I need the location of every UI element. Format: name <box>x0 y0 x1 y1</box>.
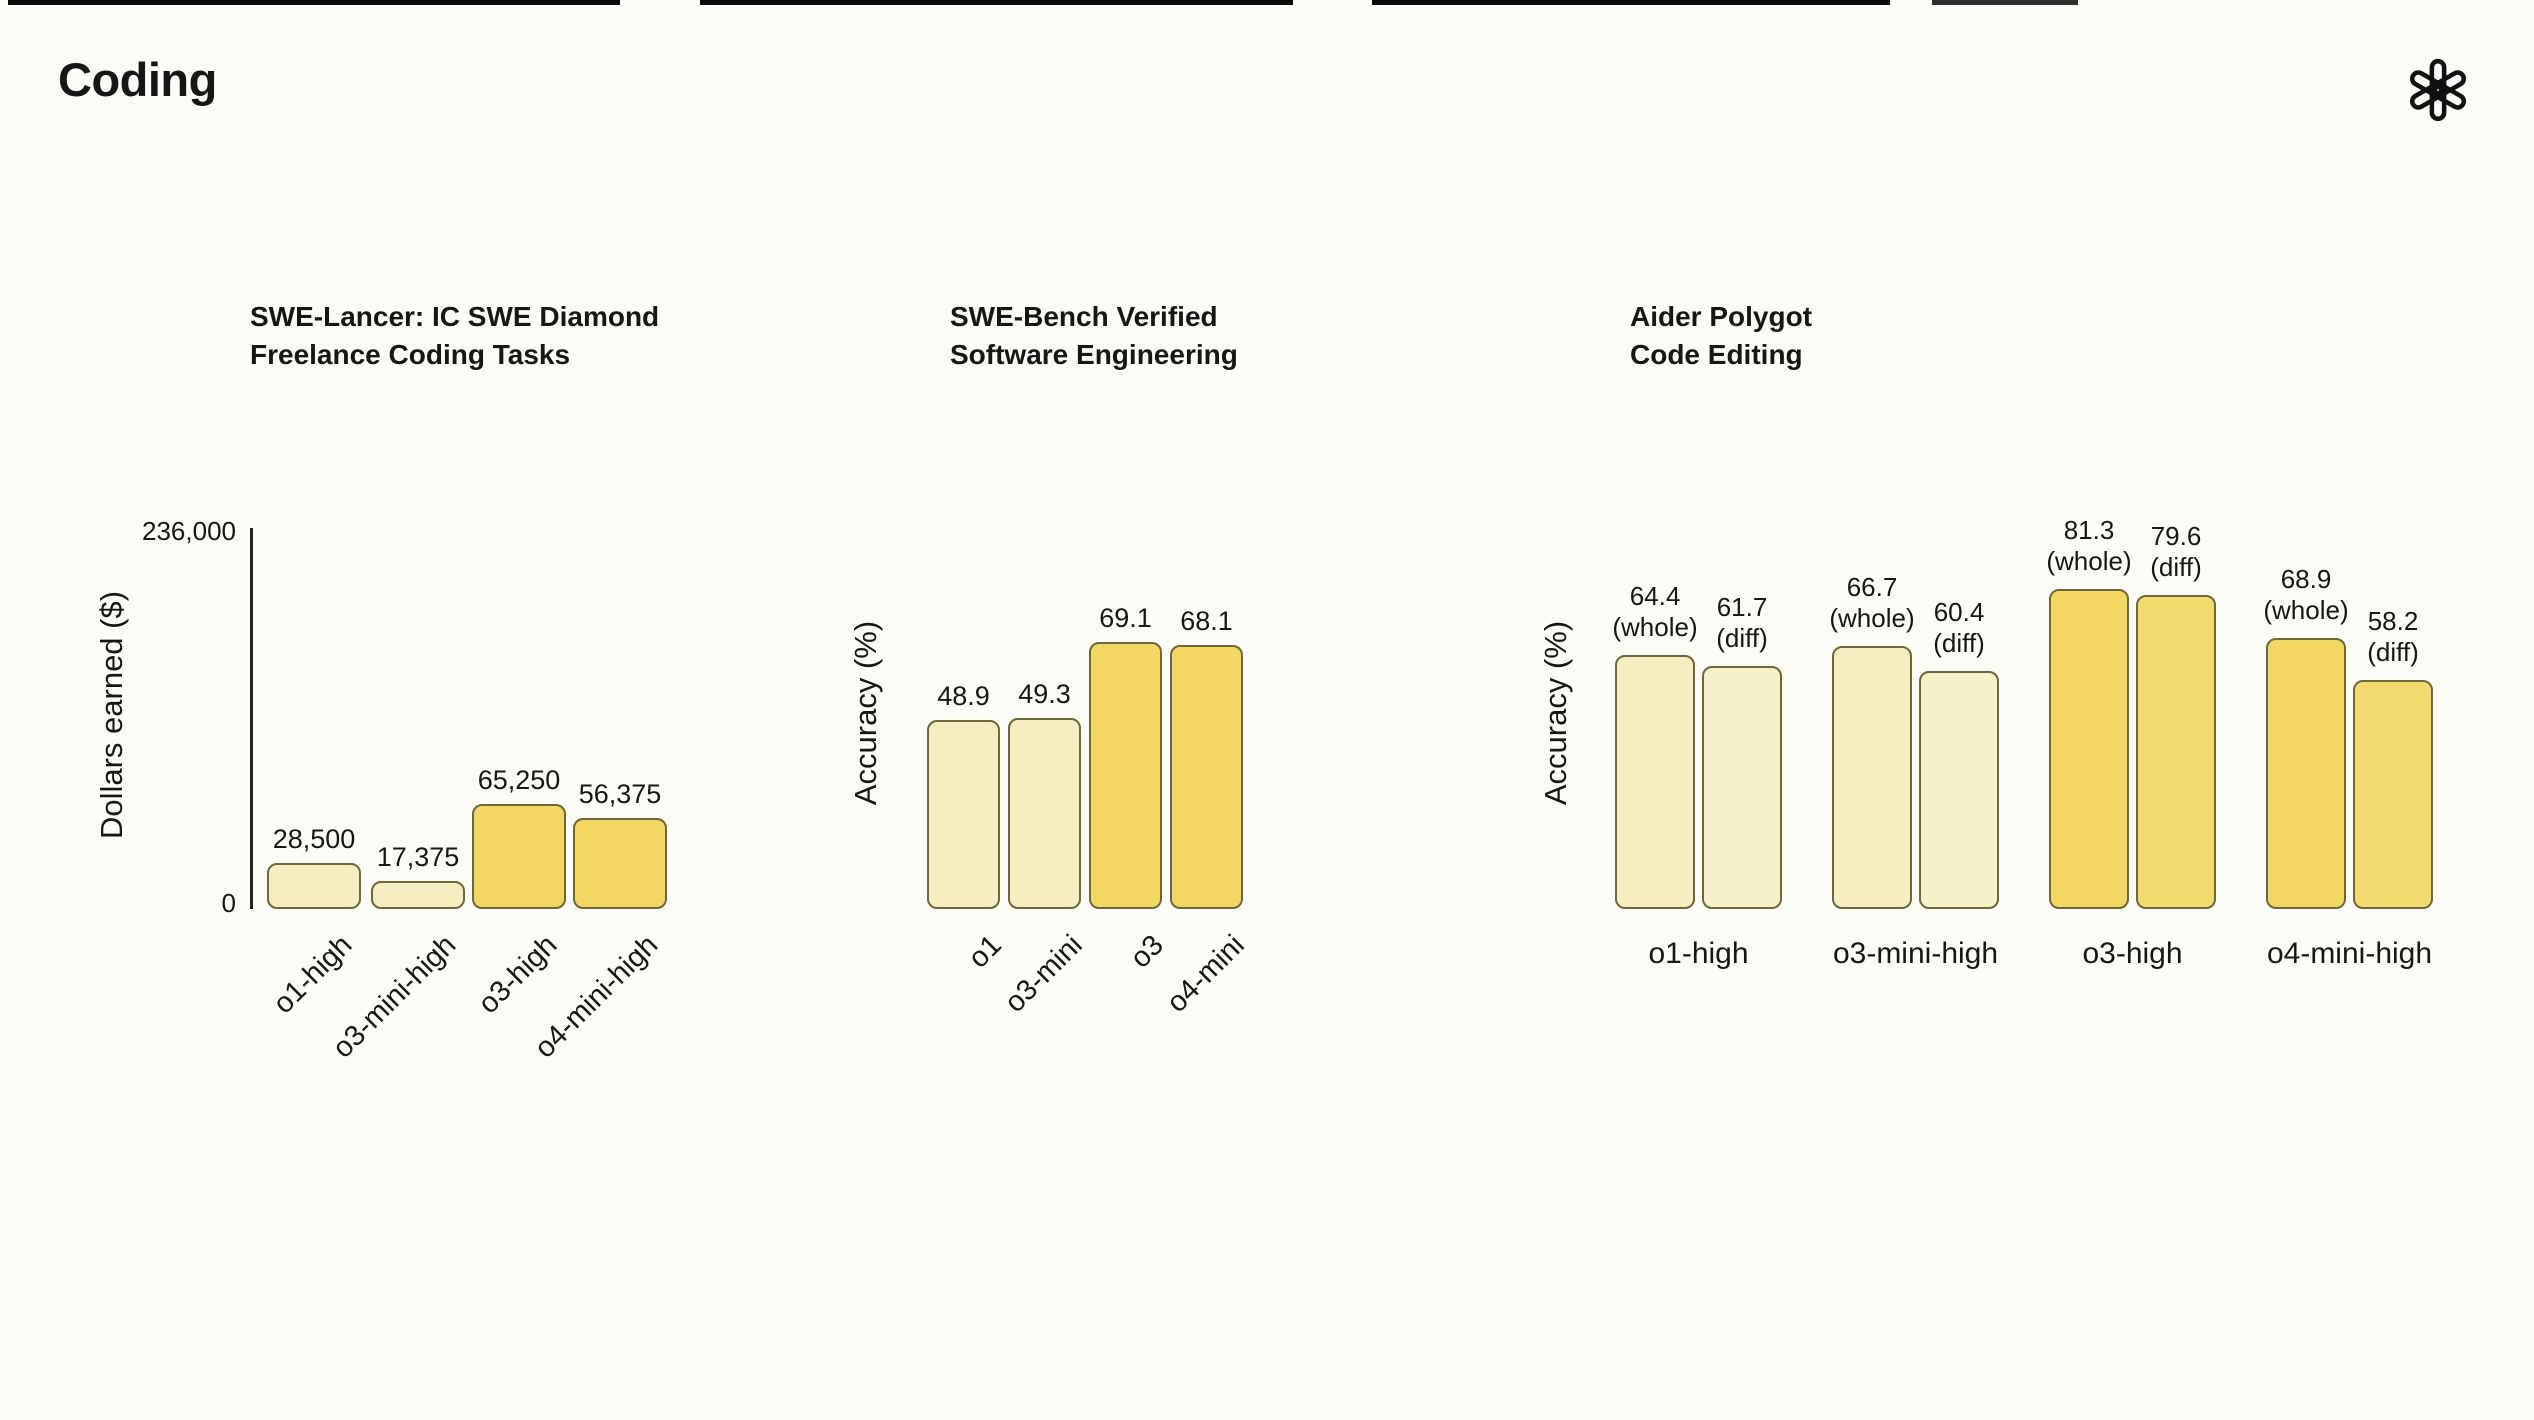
value-suffix: (whole) <box>1829 603 1915 633</box>
top-edge-strip-2 <box>1372 0 1890 5</box>
value-label-o3-high: 65,250 <box>477 765 561 795</box>
x-label-o3-high: o3-high <box>2082 937 2183 970</box>
value-label-o4-mini-high: 56,375 <box>578 779 662 809</box>
value-suffix: (whole) <box>2263 595 2349 625</box>
y-axis-label: Dollars earned ($) <box>94 590 129 840</box>
value-label-o1-high-whole: 64.4 (whole) <box>1612 581 1697 643</box>
bar-o3-mini-high-whole <box>1832 646 1912 909</box>
y-axis-label: Accuracy (%) <box>1538 620 1573 806</box>
value-number: 61.7 <box>1716 592 1768 622</box>
value-number: 66.7 <box>1846 572 1898 602</box>
value-label-o1-high: 28,500 <box>272 824 356 854</box>
y-tick-236000: 236,000 <box>142 516 236 546</box>
chart-1: SWE-Lancer: IC SWE Diamond Freelance Codi… <box>90 280 750 1064</box>
openai-logo-icon <box>2406 56 2470 124</box>
value-label-o1: 48.9 <box>937 681 990 711</box>
y-tick-0: 0 <box>221 888 236 918</box>
chart-2: SWE-Bench Verified Software Engineering Ac… <box>848 280 1370 1019</box>
bar-o3-high <box>472 804 566 909</box>
bar-o1-high-whole <box>1615 655 1695 909</box>
value-number: 60.4 <box>1933 597 1985 627</box>
bar-o4-mini <box>1170 645 1243 909</box>
chart-3-title: Aider Polygot Code Editing <box>1630 298 1812 374</box>
chart-1-title: SWE-Lancer: IC SWE Diamond Freelance Codi… <box>250 298 659 374</box>
x-label-o3-high: o3-high <box>472 929 564 1021</box>
bar-o1 <box>927 720 1000 909</box>
value-number: 68.9 <box>2280 564 2332 594</box>
value-label-o1-high-diff: 61.7 (diff) <box>1716 592 1768 654</box>
value-label-o3-mini: 49.3 <box>1018 679 1071 709</box>
chart-title-line: SWE-Lancer: IC SWE Diamond <box>250 301 660 332</box>
value-number: 64.4 <box>1629 581 1681 611</box>
chart-3: Aider Polygot Code Editing Accuracy (%) 64.… <box>1530 280 2534 1000</box>
value-label-o3-high-whole: 81.3 (whole) <box>2046 515 2131 577</box>
value-label-o3-high-diff: 79.6 (diff) <box>2150 521 2202 583</box>
value-suffix: (whole) <box>2046 546 2132 576</box>
x-label-o4-mini: o4-mini <box>1161 929 1252 1019</box>
x-label-o1-high: o1-high <box>1648 937 1749 970</box>
value-number: 79.6 <box>2150 521 2202 551</box>
bar-o3 <box>1089 642 1162 909</box>
top-edge-strip-0 <box>8 0 620 5</box>
value-label-o4-mini: 68.1 <box>1180 606 1233 636</box>
x-label-o4-mini-high: o4-mini-high <box>2266 937 2433 970</box>
bar-o1-high-diff <box>1702 666 1782 909</box>
bar-o3-mini <box>1008 718 1081 909</box>
value-suffix: (diff) <box>2150 552 2202 582</box>
value-suffix: (diff) <box>1933 628 1985 658</box>
y-axis-label: Accuracy (%) <box>848 620 883 806</box>
x-label-o3: o3 <box>1124 929 1171 975</box>
bar-o3-mini-high-diff <box>1919 671 1999 909</box>
x-label-o1-high: o1-high <box>267 929 359 1021</box>
page-title: Coding <box>58 53 217 106</box>
top-edge-strip-1 <box>700 0 1293 5</box>
bar-o4-mini-high-whole <box>2266 638 2346 909</box>
chart-title-line: SWE-Bench Verified <box>950 301 1218 332</box>
value-label-o3-mini-high-whole: 66.7 (whole) <box>1829 572 1914 634</box>
top-edge-strip-3 <box>1932 0 2078 5</box>
bar-o4-mini-high-diff <box>2353 680 2433 909</box>
bar-o4-mini-high <box>573 818 667 909</box>
value-label-o4-mini-high-diff: 58.2 (diff) <box>2367 606 2419 668</box>
bar-o1-high <box>267 863 361 909</box>
chart-title-line: Aider Polygot <box>1630 301 1813 332</box>
bar-o3-high-whole <box>2049 589 2129 909</box>
chart-title-line: Code Editing <box>1630 339 1803 370</box>
value-label-o3: 69.1 <box>1099 603 1152 633</box>
value-number: 81.3 <box>2063 515 2115 545</box>
value-label-o3-mini-high-diff: 60.4 (diff) <box>1933 597 1985 659</box>
x-label-o3-mini-high: o3-mini-high <box>1832 937 1999 970</box>
value-label-o4-mini-high-whole: 68.9 (whole) <box>2263 564 2348 626</box>
x-label-o3-mini: o3-mini <box>999 929 1090 1019</box>
x-label-o1: o1 <box>962 929 1009 975</box>
bar-o3-high-diff <box>2136 595 2216 909</box>
value-label-o3-mini-high: 17,375 <box>376 842 460 872</box>
value-number: 58.2 <box>2367 606 2419 636</box>
chart-title-line: Freelance Coding Tasks <box>250 339 571 370</box>
value-suffix: (diff) <box>1716 623 1768 653</box>
value-suffix: (whole) <box>1612 612 1698 642</box>
chart-title-line: Software Engineering <box>950 339 1238 370</box>
bar-o3-mini-high <box>371 881 465 909</box>
chart-2-title: SWE-Bench Verified Software Engineering <box>950 298 1238 374</box>
y-axis-line <box>250 528 253 909</box>
value-suffix: (diff) <box>2367 637 2419 667</box>
